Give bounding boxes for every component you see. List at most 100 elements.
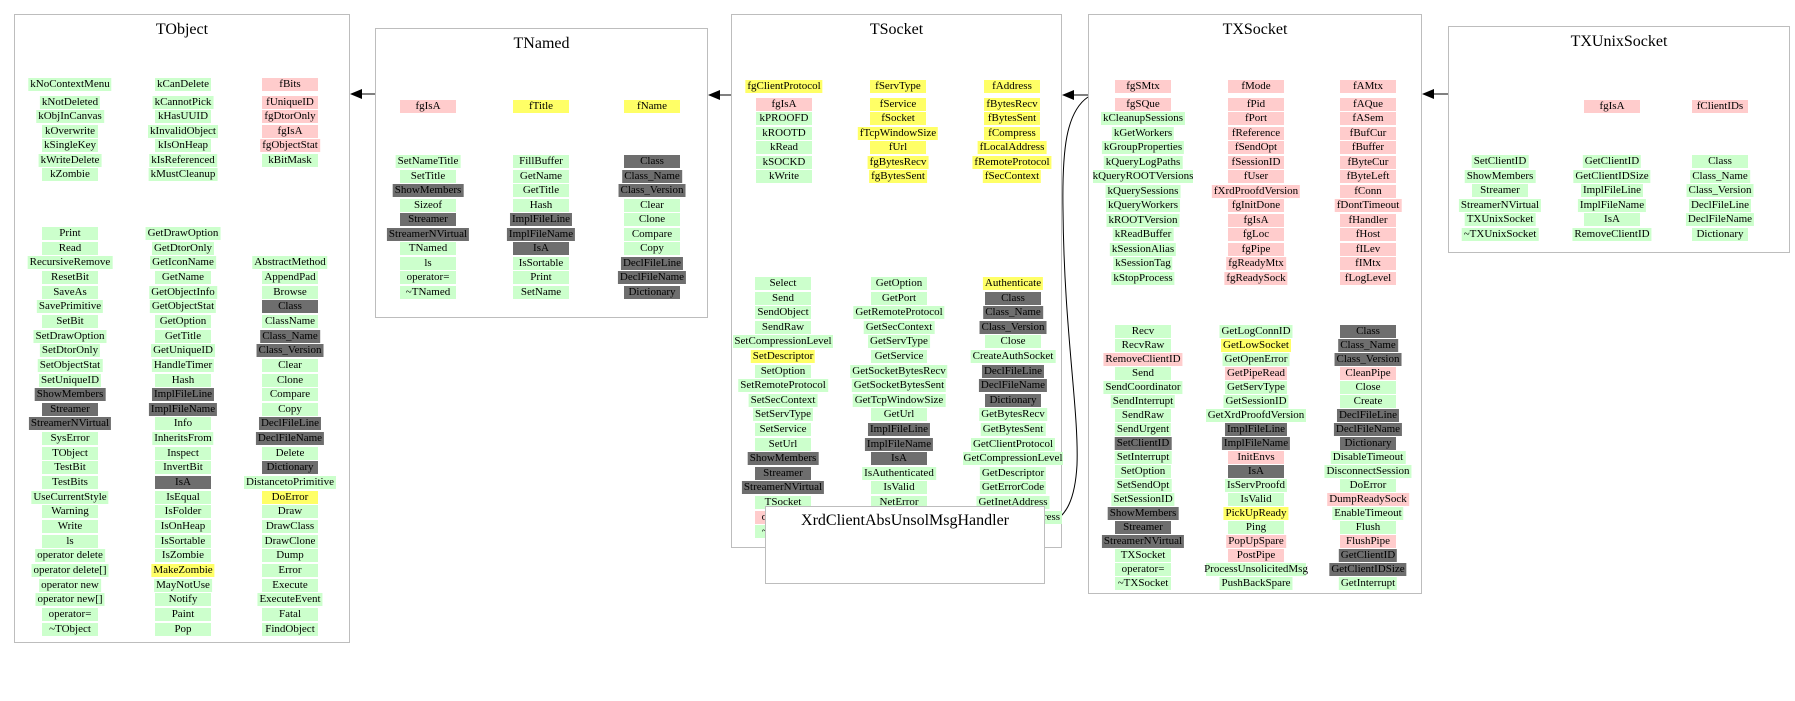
- member-fatal[interactable]: Fatal: [262, 607, 318, 621]
- member-setoption[interactable]: SetOption: [755, 364, 811, 378]
- member-getdrawoption[interactable]: GetDrawOption: [145, 227, 221, 240]
- member-kbitmask[interactable]: kBitMask: [262, 153, 318, 167]
- member-isa[interactable]: IsA: [513, 242, 569, 255]
- member-createauthsocket[interactable]: CreateAuthSocket: [970, 350, 1056, 363]
- member-recv[interactable]: Recv: [1115, 325, 1171, 338]
- member-postpipe[interactable]: PostPipe: [1228, 549, 1284, 562]
- member-furl[interactable]: fUrl: [870, 141, 926, 154]
- member-kquerysessions[interactable]: kQuerySessions: [1105, 184, 1181, 198]
- member-recvraw[interactable]: RecvRaw: [1115, 339, 1171, 352]
- member-draw[interactable]: Draw: [262, 505, 318, 519]
- member-processunsolicitedmsg[interactable]: ProcessUnsolicitedMsg: [1204, 563, 1308, 576]
- member-getclientid[interactable]: GetClientID: [1338, 549, 1398, 562]
- member-recursiveremove[interactable]: RecursiveRemove: [27, 256, 113, 270]
- member-declfilename[interactable]: DeclFileName: [617, 271, 687, 284]
- member-fgloc[interactable]: fgLoc: [1228, 228, 1284, 241]
- member-ksinglekey[interactable]: kSingleKey: [42, 139, 98, 152]
- member-fgisa[interactable]: fgIsA: [1228, 213, 1284, 227]
- member-doerror[interactable]: DoError: [1340, 479, 1396, 492]
- member-warning[interactable]: Warning: [42, 505, 98, 519]
- member-setoption[interactable]: SetOption: [1115, 465, 1171, 478]
- member-krootversion[interactable]: kROOTVersion: [1106, 213, 1180, 227]
- member-declfileline[interactable]: DeclFileLine: [1336, 409, 1400, 422]
- member-fgobjectstat[interactable]: fgObjectStat: [260, 139, 320, 152]
- member-fseccontext[interactable]: fSecContext: [982, 170, 1042, 183]
- member-kqueryrootversions[interactable]: kQueryROOTVersions: [1092, 170, 1194, 183]
- member-class-version[interactable]: Class_Version: [1686, 184, 1754, 197]
- member-ksessiontag[interactable]: kSessionTag: [1113, 257, 1173, 270]
- member-handletimer[interactable]: HandleTimer: [151, 358, 215, 372]
- member-clear[interactable]: Clear: [624, 198, 680, 212]
- member-close[interactable]: Close: [1340, 381, 1396, 394]
- member-implfilename[interactable]: ImplFileName: [148, 402, 218, 416]
- member-fgdtoronly[interactable]: fgDtorOnly: [262, 110, 318, 123]
- member-kproofd[interactable]: kPROOFD: [756, 112, 812, 125]
- member-dump[interactable]: Dump: [262, 549, 318, 563]
- member-kmustcleanup[interactable]: kMustCleanup: [148, 168, 218, 181]
- member-resetbit[interactable]: ResetBit: [42, 270, 98, 284]
- member-setdescriptor[interactable]: SetDescriptor: [750, 350, 816, 363]
- member-getoption[interactable]: GetOption: [155, 314, 211, 328]
- member-krootd[interactable]: kROOTD: [756, 126, 812, 140]
- member-doerror[interactable]: DoError: [262, 490, 318, 504]
- member-funiqueid[interactable]: fUniqueID: [262, 95, 318, 109]
- member-implfilename[interactable]: ImplFileName: [506, 227, 576, 241]
- member-streamernvirtual[interactable]: StreamerNVirtual: [386, 227, 470, 241]
- member-geticonname[interactable]: GetIconName: [150, 256, 216, 270]
- member-streamer[interactable]: Streamer: [1115, 521, 1171, 534]
- member-kisonheap[interactable]: kIsOnHeap: [155, 139, 211, 152]
- member-getservtype[interactable]: GetServType: [868, 335, 930, 349]
- member-setseccontext[interactable]: SetSecContext: [748, 393, 818, 407]
- member-fclientids[interactable]: fClientIDs: [1692, 100, 1748, 113]
- member-inheritsfrom[interactable]: InheritsFrom: [152, 432, 214, 446]
- member-fbyteleft[interactable]: fByteLeft: [1340, 170, 1396, 183]
- member-tobject[interactable]: ~TObject: [42, 622, 98, 636]
- member-operator[interactable]: operator=: [1115, 563, 1171, 576]
- member-getclientidsize[interactable]: GetClientIDSize: [1573, 169, 1651, 183]
- member-dictionary[interactable]: Dictionary: [1692, 227, 1748, 241]
- member-setnametitle[interactable]: SetNameTitle: [395, 155, 461, 168]
- member-kread[interactable]: kRead: [756, 141, 812, 154]
- member-filev[interactable]: fILev: [1340, 242, 1396, 256]
- member-issortable[interactable]: IsSortable: [155, 534, 211, 548]
- member-class-version[interactable]: Class_Version: [256, 344, 324, 358]
- member-getlogconnid[interactable]: GetLogConnID: [1219, 325, 1293, 338]
- member-fmode[interactable]: fMode: [1228, 80, 1284, 93]
- member-implfileline[interactable]: ImplFileLine: [867, 423, 931, 436]
- member-select[interactable]: Select: [755, 277, 811, 290]
- member-sendinterrupt[interactable]: SendInterrupt: [1110, 395, 1176, 408]
- member-compare[interactable]: Compare: [624, 227, 680, 241]
- member-getport[interactable]: GetPort: [871, 291, 927, 305]
- member-fgreadysock[interactable]: fgReadySock: [1224, 271, 1288, 285]
- member-sendurgent[interactable]: SendUrgent: [1114, 423, 1172, 436]
- member-operator-delete[interactable]: operator delete[]: [31, 563, 109, 577]
- member-getlowsocket[interactable]: GetLowSocket: [1221, 339, 1291, 352]
- member-abstractmethod[interactable]: AbstractMethod: [252, 256, 328, 270]
- member-fhost[interactable]: fHost: [1340, 228, 1396, 241]
- class-title-tnamed[interactable]: TNamed: [513, 35, 570, 52]
- member-testbit[interactable]: TestBit: [42, 461, 98, 475]
- member-fgisa[interactable]: fgIsA: [756, 97, 812, 111]
- member-executeevent[interactable]: ExecuteEvent: [257, 593, 323, 607]
- member-fremoteprotocol[interactable]: fRemoteProtocol: [972, 155, 1052, 169]
- member-getuniqueid[interactable]: GetUniqueID: [151, 344, 215, 358]
- member-ksessionalias[interactable]: kSessionAlias: [1109, 242, 1177, 256]
- member-kgroupproperties[interactable]: kGroupProperties: [1101, 141, 1185, 154]
- member-close[interactable]: Close: [985, 335, 1041, 349]
- member-streamer[interactable]: Streamer: [755, 466, 811, 480]
- member-fgisa[interactable]: fgIsA: [400, 100, 456, 113]
- member-copy[interactable]: Copy: [624, 242, 680, 255]
- member-ftitle[interactable]: fTitle: [513, 100, 569, 113]
- member-gettcpwindowsize[interactable]: GetTcpWindowSize: [852, 393, 946, 407]
- member-fgsque[interactable]: fgSQue: [1115, 97, 1171, 111]
- member-operator-new[interactable]: operator new[]: [35, 593, 105, 607]
- member-kobjincanvas[interactable]: kObjInCanvas: [36, 110, 104, 123]
- member-ksockd[interactable]: kSOCKD: [756, 155, 812, 169]
- member-fgpipe[interactable]: fgPipe: [1228, 242, 1284, 256]
- member-operator[interactable]: operator=: [400, 271, 456, 284]
- member-kcandelete[interactable]: kCanDelete: [155, 78, 211, 91]
- member-seturl[interactable]: SetUrl: [755, 437, 811, 451]
- member-fbufcur[interactable]: fBufCur: [1340, 126, 1396, 140]
- member-txunixsocket[interactable]: ~TXUnixSocket: [1461, 227, 1539, 241]
- member-famtx[interactable]: fAMtx: [1340, 80, 1396, 93]
